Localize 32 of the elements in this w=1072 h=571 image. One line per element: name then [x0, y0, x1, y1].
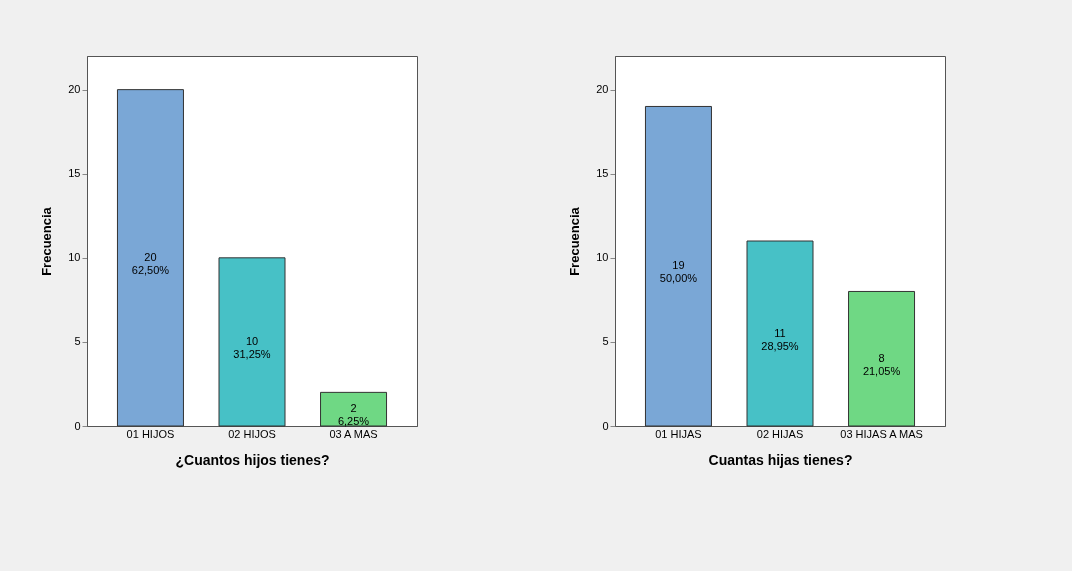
x-tick-label: 01 HIJAS [655, 427, 702, 440]
x-axis-title: ¿Cuantos hijos tienes? [175, 451, 330, 468]
x-tick-label: 01 HIJOS [126, 427, 175, 440]
x-tick-label: 03 A MAS [329, 427, 378, 440]
bar [218, 257, 286, 427]
data-label: 2 6,25% [337, 402, 370, 428]
y-tick-label: 5 [74, 335, 81, 348]
x-tick-label: 03 HIJAS A MAS [840, 427, 923, 440]
data-label: 19 50,00% [659, 259, 698, 285]
y-tick-label: 10 [596, 251, 609, 264]
data-label: 20 62,50% [131, 250, 170, 276]
data-label: 10 31,25% [233, 334, 271, 360]
x-axis-title: Cuantas hijas tienes? [708, 451, 853, 468]
y-tick-label: 20 [596, 83, 609, 96]
bar [644, 105, 712, 427]
y-tick-label: 15 [596, 167, 609, 180]
bar [116, 89, 184, 427]
data-label: 8 21,05% [862, 351, 901, 377]
x-tick-label: 02 HIJAS [756, 427, 804, 440]
y-tick-label: 15 [68, 167, 81, 180]
bar [848, 290, 916, 427]
y-tick-label: 0 [74, 419, 81, 432]
y-tick-label: 10 [68, 251, 81, 264]
bar [746, 240, 814, 427]
x-tick-label: 02 HIJOS [228, 427, 276, 440]
data-label: 11 28,95% [761, 326, 799, 352]
y-axis-title: Frecuencia [567, 206, 583, 276]
y-tick-label: 0 [602, 419, 609, 432]
bar [320, 391, 388, 427]
y-axis-title: Frecuencia [39, 206, 55, 276]
y-tick-label: 20 [68, 83, 81, 96]
y-tick-label: 5 [602, 335, 609, 348]
